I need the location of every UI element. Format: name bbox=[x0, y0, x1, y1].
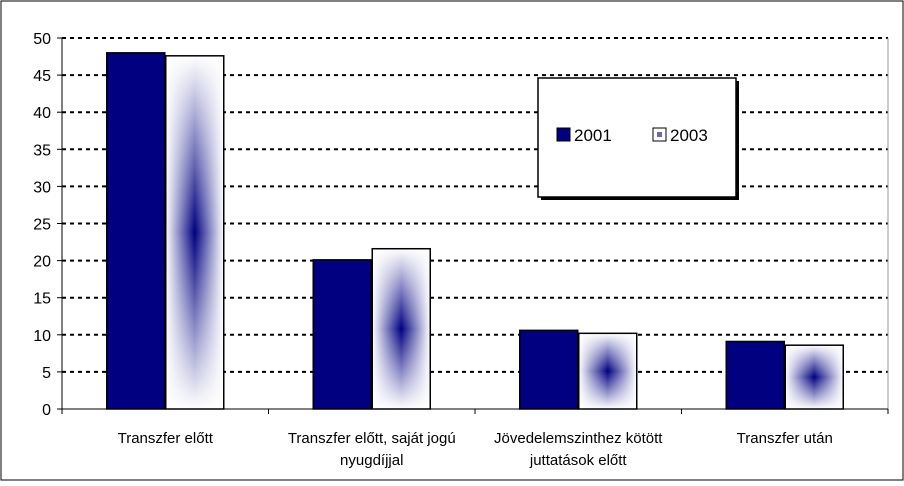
y-tick-label: 10 bbox=[33, 328, 51, 345]
bar-fill-overlay bbox=[578, 333, 637, 409]
category-label: Jövedelemszinthez kötött bbox=[494, 430, 663, 447]
category-label: Transzfer után bbox=[737, 430, 833, 447]
y-tick-label: 35 bbox=[33, 142, 51, 159]
bar-2003-2 bbox=[371, 247, 431, 410]
bar-outline bbox=[371, 247, 431, 410]
legend-swatch-center bbox=[657, 132, 662, 137]
bar-2001-4 bbox=[725, 340, 785, 410]
bars bbox=[106, 52, 844, 410]
y-tick-label: 0 bbox=[42, 402, 51, 419]
bar-fill-overlay bbox=[165, 55, 224, 410]
bar-fill bbox=[725, 340, 785, 410]
bar-outline bbox=[578, 332, 638, 410]
y-tick-label: 30 bbox=[33, 179, 51, 196]
legend-box bbox=[537, 77, 737, 198]
category-label: Transzfer előtt bbox=[118, 430, 214, 447]
category-label: Transzfer előtt, saját jogú bbox=[288, 430, 456, 447]
bar-fill-overlay bbox=[785, 345, 844, 409]
legend-label-2003: 2003 bbox=[670, 126, 708, 145]
y-tick-label: 5 bbox=[42, 365, 51, 382]
bar-2001-2 bbox=[312, 259, 372, 410]
y-tick-label: 45 bbox=[33, 68, 51, 85]
bar-outline bbox=[165, 55, 225, 410]
bar-fill bbox=[519, 329, 579, 410]
y-tick-label: 20 bbox=[33, 254, 51, 271]
bar-2003-1 bbox=[165, 55, 225, 410]
y-tick-label: 25 bbox=[33, 217, 51, 234]
legend-swatch-2001 bbox=[556, 127, 571, 142]
legend: 2001 2003 bbox=[537, 77, 739, 200]
labels: 0 5 10 15 20 25 30 35 40 45 50 Transzfer előtt Trans… bbox=[33, 31, 833, 469]
legend-label-2001: 2001 bbox=[574, 126, 612, 145]
y-tick-label: 40 bbox=[33, 105, 51, 122]
bar-outline bbox=[784, 344, 844, 410]
bar-2003-4 bbox=[784, 344, 844, 410]
category-label: juttatások előtt bbox=[529, 452, 628, 469]
bar-fill-overlay bbox=[372, 248, 431, 409]
bar-2003-3 bbox=[578, 332, 638, 410]
category-label: nyugdíjjal bbox=[340, 452, 403, 469]
y-tick-label: 50 bbox=[33, 31, 51, 48]
bar-fill bbox=[312, 259, 372, 410]
bar-2001-1 bbox=[106, 52, 166, 410]
y-tick-label: 15 bbox=[33, 291, 51, 308]
bar-2001-3 bbox=[519, 329, 579, 410]
bar-fill bbox=[106, 52, 166, 410]
